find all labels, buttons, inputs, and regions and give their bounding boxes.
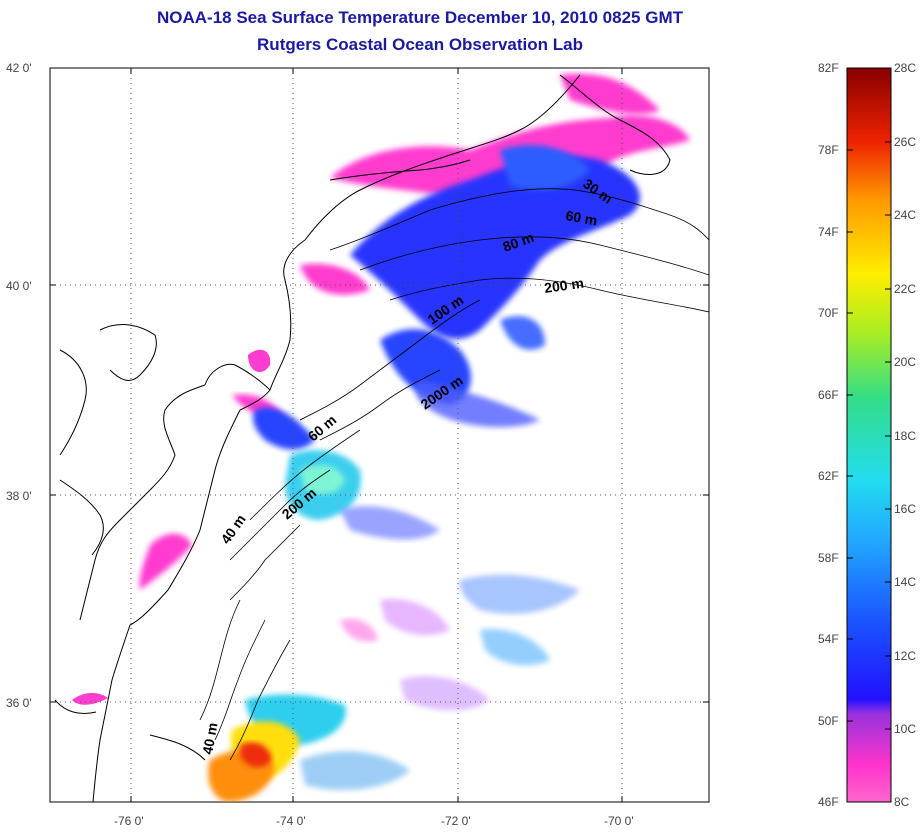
colorbar xyxy=(846,67,892,803)
sst-patch-green-38n xyxy=(300,464,345,495)
colorbar-f-82: 82F xyxy=(818,61,839,75)
colorbar-f-70: 70F xyxy=(818,306,839,320)
colorbar-c-24: 24C xyxy=(894,208,917,222)
lon-label-72: -72 0' xyxy=(441,814,471,828)
sst-patch-scatter-1 xyxy=(459,574,580,614)
sst-patch-blue-38n-north xyxy=(253,407,315,450)
sst-patch-blue-scatter xyxy=(416,380,540,427)
colorbar-c-18: 18C xyxy=(894,429,917,443)
sst-patch-blue-mid xyxy=(380,329,471,405)
sst-patch-scatter-2 xyxy=(380,599,450,636)
colorbar-c-8: 8C xyxy=(894,795,910,809)
colorbar-c-10: 10C xyxy=(894,722,917,736)
sst-patch-scatter-6 xyxy=(300,751,410,790)
depth-label-200m: 200 m xyxy=(543,275,585,296)
map-title: NOAA-18 Sea Surface Temperature December… xyxy=(157,8,683,27)
lon-label-74: -74 0' xyxy=(276,814,306,828)
lat-label-42: 42 0' xyxy=(6,61,32,75)
sst-patch-blue-ne xyxy=(500,145,590,190)
lat-label-36: 36 0' xyxy=(6,696,32,710)
sst-patch-scatter-5 xyxy=(400,676,490,711)
frame-ticks xyxy=(50,67,709,802)
lat-label-38: 38 0' xyxy=(6,489,32,503)
sst-patch-magenta-delaware xyxy=(248,349,271,373)
colorbar-c-28: 28C xyxy=(894,61,917,75)
sst-patch-scatter-3 xyxy=(480,629,550,666)
colorbar-c-20: 20C xyxy=(894,355,917,369)
lon-label-70: -70 0' xyxy=(604,814,634,828)
bathymetry-contours xyxy=(199,188,709,761)
colorbar-f-62: 62F xyxy=(818,469,839,483)
colorbar-f-66: 66F xyxy=(818,388,839,402)
sst-patch-blue-shelf xyxy=(350,156,640,339)
colorbar-c-14: 14C xyxy=(894,575,917,589)
colorbar-f-74: 74F xyxy=(818,225,839,239)
colorbar-c-12: 12C xyxy=(894,649,917,663)
colorbar-f-50: 50F xyxy=(818,714,839,728)
sst-patch-red-gulfstream xyxy=(240,742,272,768)
coastline xyxy=(54,74,671,802)
colorbar-c-16: 16C xyxy=(894,502,917,516)
sst-cloud-patches xyxy=(72,73,690,802)
sst-patch-magenta-ne xyxy=(560,73,660,115)
sst-patch-blue-scatter-south xyxy=(340,506,440,540)
colorbar-c-26: 26C xyxy=(894,135,917,149)
depth-label-60m: 60 m xyxy=(564,207,598,228)
depth-label-40m-south: 40 m xyxy=(199,721,220,755)
colorbar-f-54: 54F xyxy=(818,632,839,646)
colorbar-f-58: 58F xyxy=(818,551,839,565)
map-subtitle: Rutgers Coastal Ocean Observation Lab xyxy=(257,35,583,54)
lon-label-76: -76 0' xyxy=(114,814,144,828)
sst-patch-blue-slope xyxy=(500,316,545,350)
sst-patch-magenta-nj xyxy=(300,263,370,295)
lat-label-40: 40 0' xyxy=(6,279,32,293)
colorbar-ticks xyxy=(847,141,891,730)
colorbar-c-22: 22C xyxy=(894,282,917,296)
colorbar-f-46: 46F xyxy=(818,795,839,809)
sst-patch-scatter-4 xyxy=(340,618,378,642)
sst-patch-magenta-chesapeake xyxy=(139,533,192,590)
colorbar-f-78: 78F xyxy=(818,143,839,157)
